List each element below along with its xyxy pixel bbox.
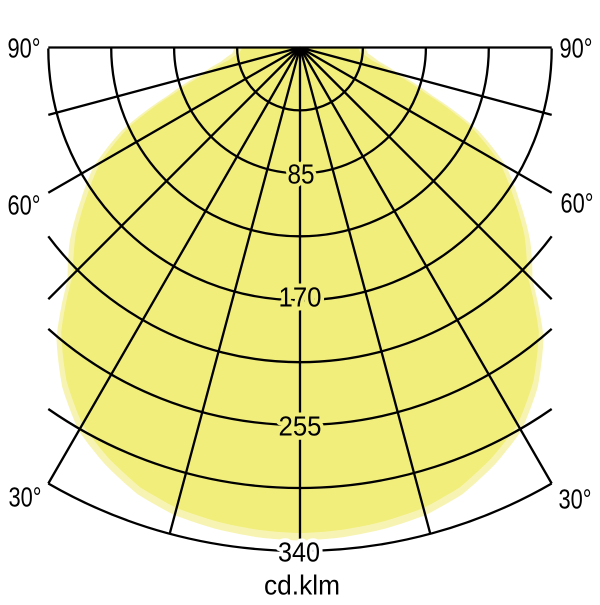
grid-ray-75 [299, 46, 552, 117]
grid-ray-60 [299, 46, 553, 194]
grid-ray-45 [299, 46, 553, 301]
angle-label-90-right: 90° [560, 33, 593, 64]
angle-label-90-left: 90° [8, 33, 41, 64]
grid-ray--45 [47, 46, 301, 301]
grid-ray-30 [299, 46, 553, 485]
radial-tick-255: 255 [279, 411, 322, 442]
grid-ray--75 [48, 46, 301, 117]
radial-tick-85: 85 [288, 159, 315, 190]
grid-ray--15 [168, 47, 302, 535]
angle-label-60-left: 60° [8, 190, 41, 221]
unit-label: cd.klm [264, 570, 340, 601]
grid-ray--60 [47, 46, 301, 194]
radial-tick-340: 340 [278, 537, 320, 568]
grid-ray--30 [47, 46, 301, 485]
grid-ray-15 [298, 47, 432, 535]
angle-label-30-left: 30° [9, 482, 42, 513]
radial-tick-170: 170 [279, 282, 322, 313]
angle-label-30-right: 30° [559, 484, 592, 515]
angle-label-60-right: 60° [561, 188, 594, 219]
